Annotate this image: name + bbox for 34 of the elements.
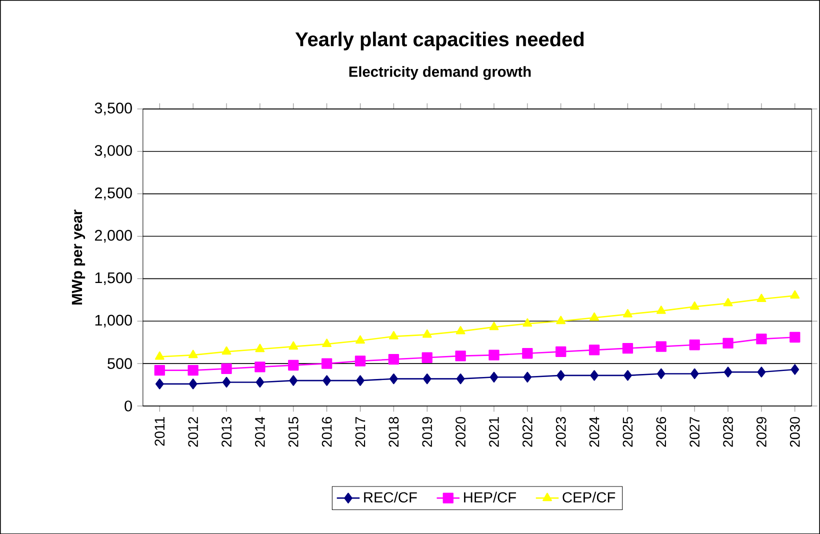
legend-label: REC/CF	[364, 492, 417, 502]
legend-label: HEP/CF	[464, 492, 516, 502]
x-tick-label: 2023	[556, 416, 566, 447]
legend-label: CEP/CF	[562, 492, 616, 502]
chart-title: Yearly plant capacities needed	[295, 32, 584, 50]
x-tick-label: 2017	[355, 416, 366, 447]
x-tick-label: 2015	[288, 416, 298, 447]
y-tick-label: 0	[124, 400, 132, 412]
y-tick-label: 1,000	[95, 314, 132, 328]
y-tick-label: 2,000	[94, 230, 132, 242]
x-tick-label: 2018	[388, 416, 399, 447]
x-tick-label: 2030	[790, 416, 800, 447]
x-tick-label: 2025	[622, 416, 633, 447]
y-tick-label: 3,500	[94, 102, 132, 116]
x-tick-label: 2024	[589, 416, 600, 447]
y-axis-title: MWp per year	[72, 210, 86, 304]
x-tick-label: 2019	[422, 416, 432, 447]
x-tick-label: 2013	[222, 416, 232, 447]
y-tick-label: 500	[108, 358, 132, 369]
x-tick-label: 2016	[322, 416, 332, 447]
x-tick-label: 2022	[522, 416, 532, 447]
x-tick-label: 2026	[656, 416, 666, 447]
x-tick-label: 2028	[723, 416, 733, 447]
x-tick-label: 2014	[255, 416, 265, 447]
chart-subtitle: Electricity demand growth	[349, 66, 531, 80]
x-tick-label: 2020	[456, 416, 466, 447]
y-tick-label: 3,000	[94, 144, 132, 158]
x-tick-label: 2012	[188, 416, 198, 447]
x-tick-label: 2027	[690, 416, 700, 447]
y-tick-label: 2,500	[94, 187, 132, 200]
x-tick-label: 2021	[489, 416, 499, 447]
x-tick-label: 2029	[756, 416, 766, 447]
y-tick-label: 1,500	[95, 272, 132, 285]
x-tick-label: 2011	[154, 416, 165, 446]
